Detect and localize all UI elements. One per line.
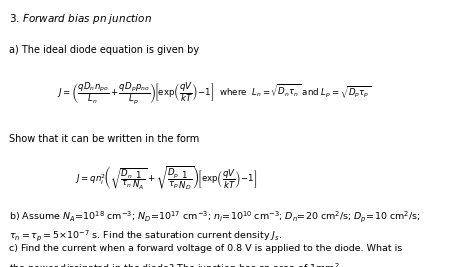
Text: c) Find the current when a forward voltage of 0.8 V is applied to the diode. Wha: c) Find the current when a forward volta… (9, 244, 402, 253)
Text: $J = qn_i^2\!\left(\sqrt{\dfrac{D_n}{\tau_n}\dfrac{1}{N_A}} + \sqrt{\dfrac{D_p}{: $J = qn_i^2\!\left(\sqrt{\dfrac{D_n}{\ta… (74, 164, 257, 192)
Text: a) The ideal diode equation is given by: a) The ideal diode equation is given by (9, 45, 199, 55)
Text: the power dissipated in the diode? The junction has an area of 1mm$^2$.: the power dissipated in the diode? The j… (9, 261, 342, 267)
Text: $\tau_n = \tau_p = 5{\times}10^{-7}$ s. Find the saturation current density $J_s: $\tau_n = \tau_p = 5{\times}10^{-7}$ s. … (9, 228, 282, 243)
Text: b) Assume $N_A\!=\!10^{18}$ cm$^{-3}$; $N_D\!=\!10^{17}$ cm$^{-3}$; $n_i\!=\!10^: b) Assume $N_A\!=\!10^{18}$ cm$^{-3}$; $… (9, 210, 420, 224)
Text: 3. $\it{Forward\ bias\ pn\ junction}$: 3. $\it{Forward\ bias\ pn\ junction}$ (9, 12, 151, 26)
Text: $J = \left(\dfrac{qD_n n_{po}}{L_n} + \dfrac{qD_p p_{no}}{L_p}\right)\!\left[\ex: $J = \left(\dfrac{qD_n n_{po}}{L_n} + \d… (57, 80, 371, 106)
Text: Show that it can be written in the form: Show that it can be written in the form (9, 134, 199, 143)
